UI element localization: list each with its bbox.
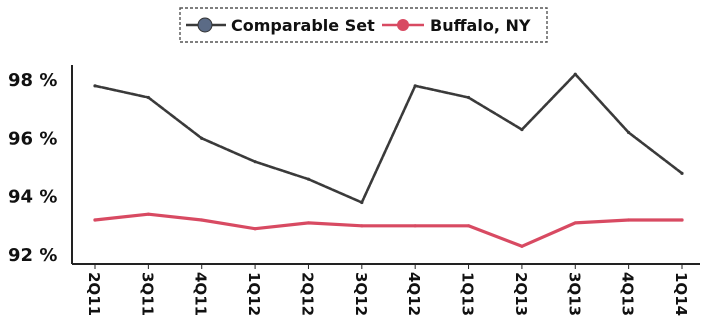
x-tick-labels: 2Q11 3Q11 4Q11 1Q12 2Q12 3Q12 4Q12 1Q13 2Q13 3Q13…	[85, 264, 690, 316]
legend-comparable-label: Comparable Set	[231, 16, 375, 35]
point-comparable-set	[146, 95, 150, 100]
point-buffalo-ny	[466, 224, 471, 228]
point-buffalo-ny	[520, 244, 524, 248]
y-tick-label: 98 %	[8, 70, 57, 91]
point-buffalo-ny	[413, 224, 417, 228]
point-comparable-set	[520, 127, 524, 132]
legend-buffalo-label: Buffalo, NY	[430, 16, 531, 35]
y-tick-label: 96 %	[8, 128, 57, 149]
point-comparable-set	[573, 72, 577, 76]
y-tick-label: 92 %	[8, 245, 57, 266]
point-buffalo-ny	[360, 224, 364, 228]
series-line-buffalo-ny	[93, 212, 684, 248]
x-tick-label: 4Q11	[192, 272, 210, 316]
point-buffalo-ny	[253, 227, 257, 231]
x-tick-label: 3Q13	[565, 272, 583, 316]
series-line-comparable-set	[93, 72, 684, 204]
point-buffalo-ny	[573, 221, 577, 225]
x-tick-label: 1Q13	[459, 272, 477, 316]
point-buffalo-ny	[93, 218, 97, 222]
x-tick-label: 4Q13	[619, 272, 637, 316]
point-comparable-set	[200, 136, 204, 140]
point-comparable-set	[413, 84, 417, 88]
x-tick-label: 4Q12	[405, 272, 423, 316]
point-buffalo-ny	[680, 218, 684, 222]
x-tick-label: 1Q12	[245, 272, 263, 316]
y-tick-label: 94 %	[8, 187, 57, 208]
legend-buffalo-marker	[397, 19, 409, 31]
point-comparable-set	[466, 95, 471, 100]
y-tick-labels: 98 % 96 % 94 % 92 %	[8, 70, 57, 266]
point-comparable-set	[680, 171, 684, 175]
point-buffalo-ny	[146, 212, 150, 216]
x-tick-label: 3Q11	[138, 272, 156, 316]
legend-comparable-marker	[197, 17, 213, 33]
point-buffalo-ny	[200, 218, 204, 222]
point-buffalo-ny	[306, 221, 311, 225]
point-comparable-set	[360, 200, 364, 205]
x-tick-label: 3Q12	[352, 272, 370, 316]
legend: Comparable Set Buffalo, NY	[179, 7, 548, 43]
x-tick-label: 2Q13	[512, 272, 530, 316]
legend-box	[179, 7, 548, 43]
point-comparable-set	[627, 130, 631, 135]
x-tick-label: 2Q11	[85, 272, 103, 316]
point-comparable-set	[93, 84, 97, 88]
point-buffalo-ny	[627, 218, 631, 222]
point-comparable-set	[306, 177, 311, 181]
x-tick-label: 1Q14	[672, 272, 690, 316]
series-layer	[93, 72, 684, 248]
point-comparable-set	[253, 160, 257, 164]
x-tick-label: 2Q12	[298, 272, 316, 316]
